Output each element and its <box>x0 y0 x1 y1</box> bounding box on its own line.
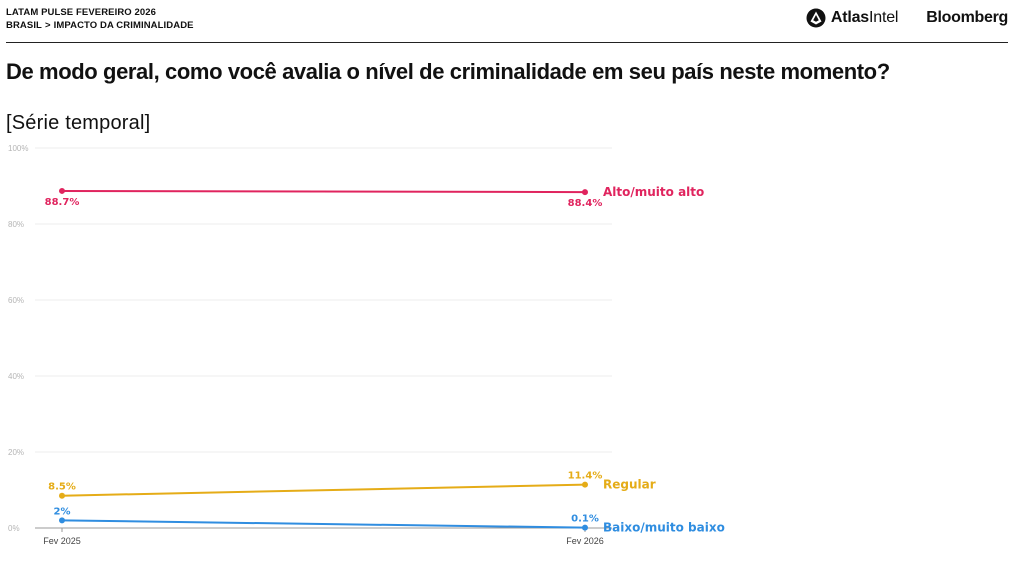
series-line-baixo-muito-baixo <box>61 519 586 529</box>
atlasintel-wordmark-bold: Atlas <box>830 9 869 26</box>
series-line-regular <box>61 483 586 497</box>
series-label-regular: Regular <box>603 478 656 492</box>
data-point-regular <box>582 481 588 488</box>
x-tick-label: Fev 2026 <box>566 536 604 546</box>
data-point-baixo-muito-baixo <box>59 517 65 524</box>
series-label-alto-muito-alto: Alto/muito alto <box>603 185 704 199</box>
series-label-baixo-muito-baixo: Baixo/muito baixo <box>603 521 725 535</box>
report-header: LATAM PULSE FEVEREIRO 2026 BRASIL > IMPACT… <box>6 6 194 32</box>
data-label-regular: 8.5% <box>48 482 76 493</box>
y-tick-label: 40% <box>8 372 24 381</box>
report-name: LATAM PULSE FEVEREIRO 2026 <box>6 7 157 18</box>
data-point-regular <box>59 492 65 499</box>
x-tick-label: Fev 2025 <box>43 536 81 546</box>
y-tick-label: 80% <box>8 220 24 229</box>
data-label-baixo-muito-baixo: 0.1% <box>571 514 599 525</box>
y-tick-label: 100% <box>8 144 28 153</box>
data-point-alto-muito-alto <box>582 189 588 196</box>
data-label-baixo-muito-baixo: 2% <box>54 506 71 517</box>
chart-title: De modo geral, como você avalia o nível … <box>6 59 890 84</box>
data-point-baixo-muito-baixo <box>582 524 588 531</box>
data-label-regular: 11.4% <box>568 471 603 482</box>
atlasintel-wordmark-regular: Intel <box>869 9 899 26</box>
atlasintel-logo: AtlasIntel <box>806 8 898 28</box>
y-tick-label: 20% <box>8 448 24 457</box>
header-divider <box>6 42 1008 43</box>
breadcrumb-topic: IMPACTO DA CRIMINALIDADE <box>53 20 194 31</box>
data-point-alto-muito-alto <box>59 187 65 194</box>
brand-logos: AtlasIntel Bloomberg <box>806 8 1008 28</box>
breadcrumb: BRASIL > IMPACTO DA CRIMINALIDADE <box>6 19 194 32</box>
data-label-alto-muito-alto: 88.7% <box>45 197 80 208</box>
bloomberg-logo: Bloomberg <box>926 9 1008 26</box>
y-tick-label: 0% <box>8 524 20 533</box>
y-tick-label: 60% <box>8 296 24 305</box>
breadcrumb-separator: > <box>44 20 51 31</box>
chart-subtitle: [Série temporal] <box>6 112 151 134</box>
breadcrumb-country: BRASIL <box>6 20 42 31</box>
series-line-alto-muito-alto <box>61 189 586 194</box>
atlasintel-mark-icon <box>806 8 826 28</box>
data-label-alto-muito-alto: 88.4% <box>568 198 603 209</box>
